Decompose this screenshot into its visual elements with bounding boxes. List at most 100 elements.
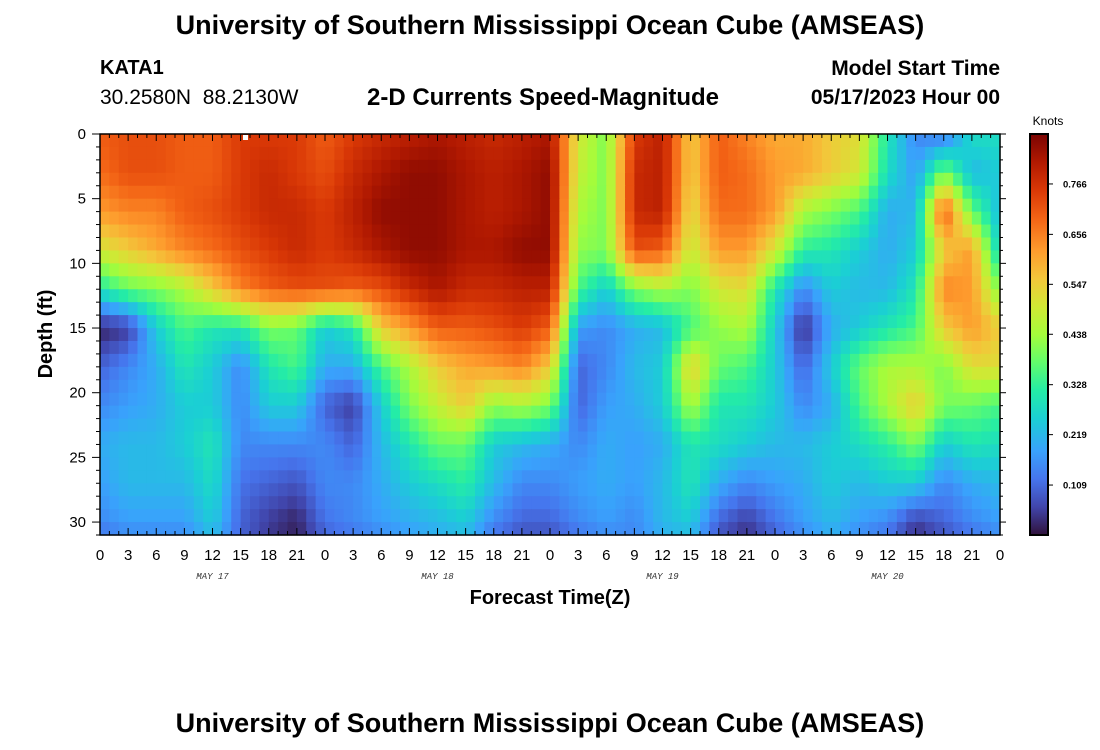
- heatmap-cell: [859, 353, 870, 368]
- heatmap-cell: [578, 353, 589, 368]
- heatmap-cell: [437, 509, 448, 523]
- heatmap-cell: [531, 224, 542, 239]
- heatmap-cell: [568, 392, 579, 407]
- heatmap-cell: [662, 185, 673, 200]
- heatmap-cell: [250, 470, 260, 484]
- heatmap-cell: [381, 379, 392, 394]
- heatmap-cell: [156, 185, 167, 200]
- heatmap-cell: [343, 224, 354, 239]
- heatmap-cell: [353, 392, 364, 407]
- heatmap-cell: [878, 444, 889, 458]
- heatmap-cell: [625, 198, 635, 213]
- heatmap-cell: [981, 509, 992, 523]
- heatmap-cell: [268, 431, 279, 446]
- heatmap-cell: [709, 237, 720, 252]
- heatmap-cell: [653, 353, 664, 368]
- heatmap-cell: [259, 496, 270, 510]
- heatmap-cell: [671, 328, 682, 342]
- heatmap-cell: [456, 366, 467, 381]
- heatmap-cell: [146, 159, 157, 174]
- heatmap-cell: [746, 250, 757, 264]
- heatmap-cell: [184, 250, 195, 264]
- heatmap-cell: [728, 483, 739, 497]
- heatmap-cell: [915, 457, 926, 471]
- heatmap-cell: [343, 353, 354, 368]
- heatmap-cell: [306, 198, 317, 213]
- heatmap-cell: [306, 315, 317, 329]
- heatmap-cell: [896, 353, 907, 368]
- heatmap-cell: [915, 224, 926, 239]
- heatmap-cell: [540, 198, 551, 213]
- heatmap-cell: [268, 405, 279, 420]
- heatmap-cell: [278, 444, 289, 458]
- heatmap-cell: [390, 483, 401, 497]
- heatmap-cell: [784, 366, 795, 381]
- heatmap-cell: [400, 379, 410, 394]
- heatmap-cell: [325, 340, 335, 355]
- heatmap-cell: [306, 289, 317, 303]
- heatmap-cell: [137, 263, 148, 277]
- heatmap-cell: [746, 302, 757, 316]
- heatmap-cell: [962, 457, 973, 471]
- heatmap-cell: [878, 276, 889, 290]
- heatmap-cell: [221, 496, 232, 510]
- heatmap-cell: [850, 172, 860, 187]
- heatmap-cell: [428, 379, 439, 394]
- heatmap-cell: [981, 353, 992, 368]
- heatmap-cell: [221, 263, 232, 277]
- heatmap-cell: [268, 302, 279, 316]
- heatmap-cell: [859, 237, 870, 252]
- heatmap-cell: [803, 159, 814, 174]
- heatmap-cell: [484, 198, 495, 213]
- heatmap-cell: [934, 172, 945, 187]
- heatmap-cell: [728, 146, 739, 161]
- heatmap-cell: [962, 509, 973, 523]
- heatmap-cell: [428, 250, 439, 264]
- heatmap-cell: [212, 159, 223, 174]
- heatmap-cell: [559, 353, 570, 368]
- heatmap-cell: [953, 289, 964, 303]
- heatmap-cell: [840, 522, 851, 536]
- heatmap-cell: [681, 444, 692, 458]
- heatmap-cell: [625, 379, 635, 394]
- heatmap-cell: [193, 483, 204, 497]
- heatmap-cell: [550, 211, 560, 226]
- heatmap-cell: [606, 134, 617, 148]
- heatmap-cell: [765, 405, 776, 420]
- heatmap-cell: [353, 276, 364, 290]
- heatmap-cell: [484, 522, 495, 536]
- heatmap-cell: [296, 159, 307, 174]
- heatmap-cell: [681, 431, 692, 446]
- heatmap-cell: [662, 289, 673, 303]
- heatmap-cell: [221, 392, 232, 407]
- heatmap-cell: [456, 392, 467, 407]
- heatmap-cell: [203, 379, 214, 394]
- heatmap-cell: [456, 457, 467, 471]
- heatmap-cell: [465, 134, 476, 148]
- heatmap-cell: [381, 198, 392, 213]
- heatmap-cell: [587, 483, 598, 497]
- heatmap-cell: [137, 134, 148, 148]
- heatmap-cell: [512, 146, 523, 161]
- heatmap-cell: [746, 522, 757, 536]
- heatmap-cell: [962, 185, 973, 200]
- heatmap-cell: [896, 405, 907, 420]
- heatmap-cell: [165, 405, 176, 420]
- heatmap-cell: [981, 366, 992, 381]
- heatmap-cell: [690, 470, 701, 484]
- heatmap-cell: [287, 198, 298, 213]
- heatmap-cell: [615, 146, 626, 161]
- heatmap-cell: [606, 289, 617, 303]
- heatmap-cell: [840, 353, 851, 368]
- heatmap-cell: [362, 185, 373, 200]
- heatmap-cell: [634, 289, 645, 303]
- heatmap-cell: [700, 418, 710, 433]
- heatmap-cell: [643, 366, 654, 381]
- heatmap-cell: [362, 418, 373, 433]
- heatmap-cell: [371, 328, 382, 342]
- heatmap-cell: [184, 328, 195, 342]
- heatmap-cell: [362, 315, 373, 329]
- heatmap-cell: [840, 496, 851, 510]
- heatmap-cell: [887, 172, 898, 187]
- heatmap-cell: [390, 444, 401, 458]
